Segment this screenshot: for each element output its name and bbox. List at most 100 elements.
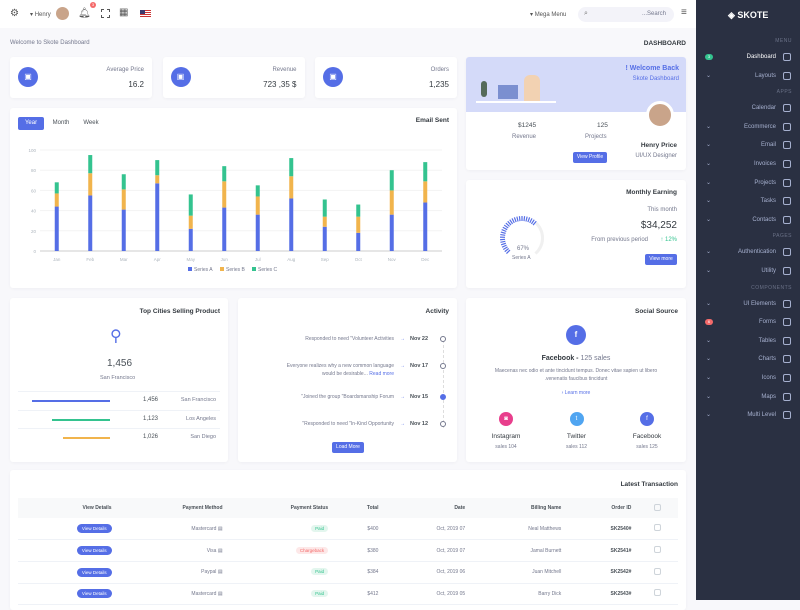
gauge-tick: [535, 251, 537, 253]
source-name: Facebook: [617, 433, 677, 440]
social-title: Social Source: [635, 308, 678, 315]
bar-series-a-dec: [423, 203, 427, 251]
gauge-tick: [540, 230, 543, 231]
select-all-checkbox[interactable]: [654, 504, 661, 511]
sidebar-section-title: PAGES: [773, 233, 792, 239]
user-menu[interactable]: ▾ Henry: [30, 11, 51, 18]
transactions-title: Latest Transaction: [621, 481, 678, 488]
bar-series-c-aug: [289, 158, 293, 176]
read-more-link[interactable]: Read more: [369, 371, 394, 377]
gauge-tick: [530, 218, 532, 222]
sidebar-item-charts[interactable]: ⌄Charts: [696, 353, 800, 367]
source-name: Twitter: [547, 433, 607, 440]
row-checkbox[interactable]: [654, 546, 661, 553]
view-details-button[interactable]: View Details: [77, 568, 112, 577]
billing-name: Barry Dick: [471, 583, 567, 605]
view-details-button[interactable]: View Details: [77, 589, 112, 598]
gauge-tick: [528, 217, 530, 222]
facebook-icon: f: [566, 325, 586, 345]
sidebar-item-maps[interactable]: ⌄Maps: [696, 391, 800, 405]
view-profile-button[interactable]: View Profile: [573, 152, 607, 163]
brand-logo[interactable]: ◈ SKOTE: [728, 10, 768, 21]
payment-method: Visa: [207, 548, 217, 554]
apps-grid-icon[interactable]: ▦: [119, 7, 128, 18]
gauge-tick: [526, 217, 527, 222]
total: $384: [334, 561, 384, 583]
chevron-down-icon: ⌄: [706, 179, 711, 186]
sidebar-item-label: Layouts: [755, 73, 776, 79]
change-percent: 12%: [665, 237, 677, 243]
row-checkbox[interactable]: [654, 589, 661, 596]
view-details-button[interactable]: View Details: [77, 546, 112, 555]
column-header: Payment Status: [229, 498, 335, 518]
chevron-down-icon: ⌄: [706, 72, 711, 79]
hamburger-menu-icon[interactable]: ≡: [681, 7, 687, 18]
column-header: View Details: [18, 498, 118, 518]
mega-menu-button[interactable]: ▾ Mega Menu: [530, 11, 566, 18]
sidebar-item-tables[interactable]: ⌄Tables: [696, 335, 800, 349]
chevron-down-icon: ⌄: [706, 300, 711, 307]
gauge-tick: [503, 227, 507, 229]
y-tick-label: 100: [28, 148, 36, 153]
illustration-image: [476, 67, 556, 109]
bar-series-b-jan: [55, 193, 59, 206]
menu-icon: [783, 179, 791, 187]
city-progress-bar: [63, 437, 110, 439]
row-checkbox[interactable]: [654, 568, 661, 575]
table-row: View Details Paypal ▤ Paid $384 Oct, 201…: [18, 561, 678, 583]
sidebar-item-ecommerce[interactable]: ⌄Ecommerce: [696, 121, 800, 135]
y-tick-label: 20: [31, 229, 37, 234]
sidebar-item-multi-level[interactable]: ⌄Multi Level: [696, 409, 800, 423]
sidebar-item-icons[interactable]: ⌄Icons: [696, 372, 800, 386]
tab-year[interactable]: Year: [18, 117, 44, 130]
order-id: SK2540#: [567, 518, 637, 540]
city-value: 1,456: [143, 397, 158, 403]
sidebar-item-layouts[interactable]: ⌄ Layouts: [696, 70, 800, 84]
tab-month[interactable]: Month: [48, 117, 74, 130]
row-checkbox[interactable]: [654, 524, 661, 531]
sidebar-item-label: Ecommerce: [744, 124, 776, 130]
sidebar-item-tasks[interactable]: ⌄Tasks: [696, 195, 800, 209]
city-row: 1,456 San Francisco: [18, 391, 220, 409]
sidebar-item-authentication[interactable]: ⌄Authentication: [696, 246, 800, 260]
bar-series-a-may: [189, 229, 193, 251]
gauge-tick: [501, 243, 506, 245]
view-details-button[interactable]: View Details: [77, 524, 112, 533]
sidebar-badge: 3: [705, 54, 713, 60]
settings-gear-icon[interactable]: ⚙: [10, 8, 19, 19]
social-source-card: Social Source f Facebook - 125 sales Mae…: [466, 298, 686, 462]
sidebar-item-ui-elements[interactable]: ⌄ UI Elements: [696, 298, 800, 312]
source-sales: sales 125: [617, 444, 677, 450]
bar-series-b-jun: [222, 181, 226, 207]
date: Oct, 2019 06: [384, 561, 471, 583]
topbar: ⚙ ▾ Henry 🔔︎ 3 ▦ ▾ Mega Menu ⌕ ...Search…: [0, 0, 696, 28]
sidebar-item-email[interactable]: ⌄Email: [696, 139, 800, 153]
column-header: Payment Method: [118, 498, 229, 518]
sidebar-item-label: UI Elements: [743, 301, 776, 307]
timeline-dot-icon: [440, 394, 446, 400]
learn-more-link[interactable]: › Learn more: [466, 390, 686, 396]
bar-series-c-oct: [356, 205, 360, 217]
search-input[interactable]: ⌕ ...Search: [578, 7, 674, 22]
avatar[interactable]: [56, 7, 69, 20]
menu-icon: [783, 300, 791, 308]
sidebar-item-projects[interactable]: ⌄Projects: [696, 177, 800, 191]
sidebar-item-utility[interactable]: ⌄Utility: [696, 265, 800, 279]
menu-icon: [783, 411, 791, 419]
tab-week[interactable]: Week: [78, 117, 104, 130]
us-flag-icon[interactable]: [140, 10, 151, 17]
sidebar-item-contacts[interactable]: ⌄Contacts: [696, 214, 800, 228]
sidebar-item-invoices[interactable]: ⌄Invoices: [696, 158, 800, 172]
bell-icon[interactable]: 🔔︎: [78, 8, 91, 19]
load-more-button[interactable]: Load More: [332, 442, 364, 453]
sidebar-item-calendar[interactable]: Calendar: [696, 102, 800, 116]
x-tick-label: Aug: [287, 257, 296, 262]
view-more-button[interactable]: View more: [645, 254, 677, 265]
fullscreen-icon[interactable]: [101, 9, 110, 18]
map-pin-icon: ⚲: [110, 326, 122, 346]
projects-label: Projects: [585, 134, 607, 140]
bar-series-b-jul: [256, 196, 260, 214]
